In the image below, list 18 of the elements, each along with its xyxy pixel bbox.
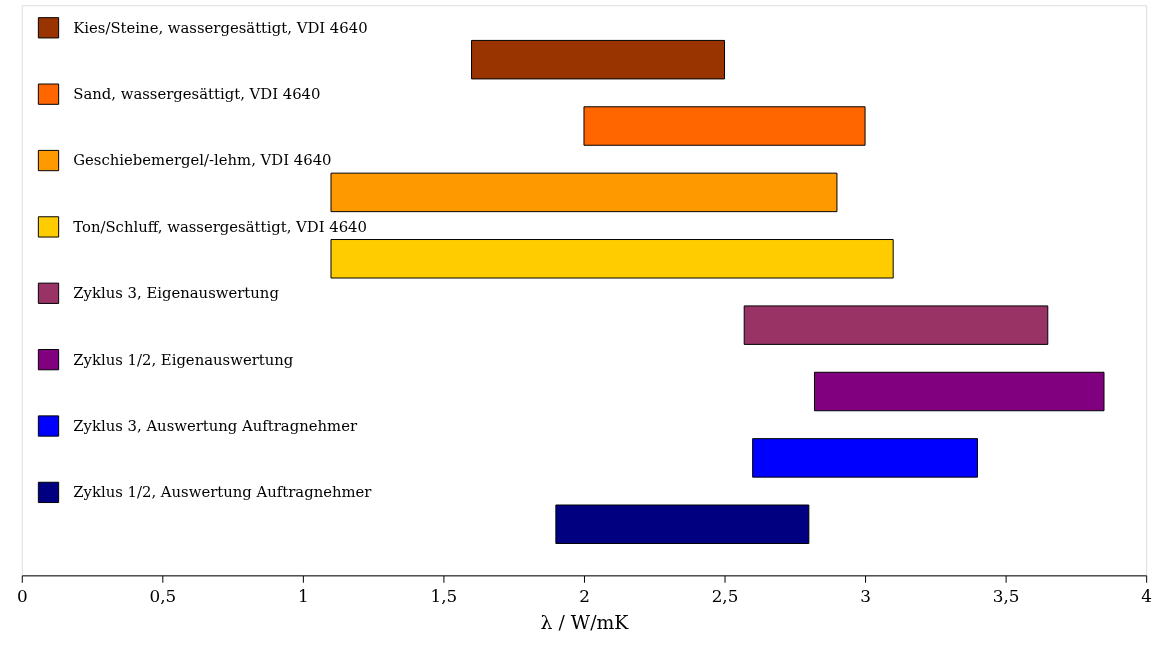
x-tick-label: 2: [579, 585, 590, 606]
x-tick-label: 3,5: [992, 585, 1020, 606]
y-tick-label: Kies/Steine, wassergesättigt, VDI 4640: [73, 18, 368, 36]
y-tick-label: Ton/Schluff, wassergesättigt, VDI 4640: [73, 217, 367, 235]
y-tick-label: Zyklus 1/2, Eigenauswertung: [73, 350, 294, 368]
x-tick-label: 3: [860, 585, 871, 606]
x-tick-label: 2,5: [711, 585, 739, 606]
y-tick-label: Zyklus 3, Auswertung Auftragnehmer: [73, 416, 358, 434]
x-axis-title: λ / W/mK: [540, 612, 630, 634]
y-tick-label: Geschiebemergel/-lehm, VDI 4640: [73, 151, 332, 169]
y-tick-label: Zyklus 1/2, Auswertung Auftragnehmer: [73, 483, 373, 501]
x-tick-label: 0,5: [149, 585, 177, 606]
x-tick-label: 1: [298, 585, 309, 606]
y-tick-label: Sand, wassergesättigt, VDI 4640: [73, 85, 321, 103]
y-tick-label: Zyklus 3, Eigenauswertung: [73, 284, 280, 302]
x-tick-label: 4: [1141, 585, 1153, 606]
x-tick-label: 1,5: [430, 585, 458, 606]
x-tick-label: 0: [16, 585, 28, 606]
